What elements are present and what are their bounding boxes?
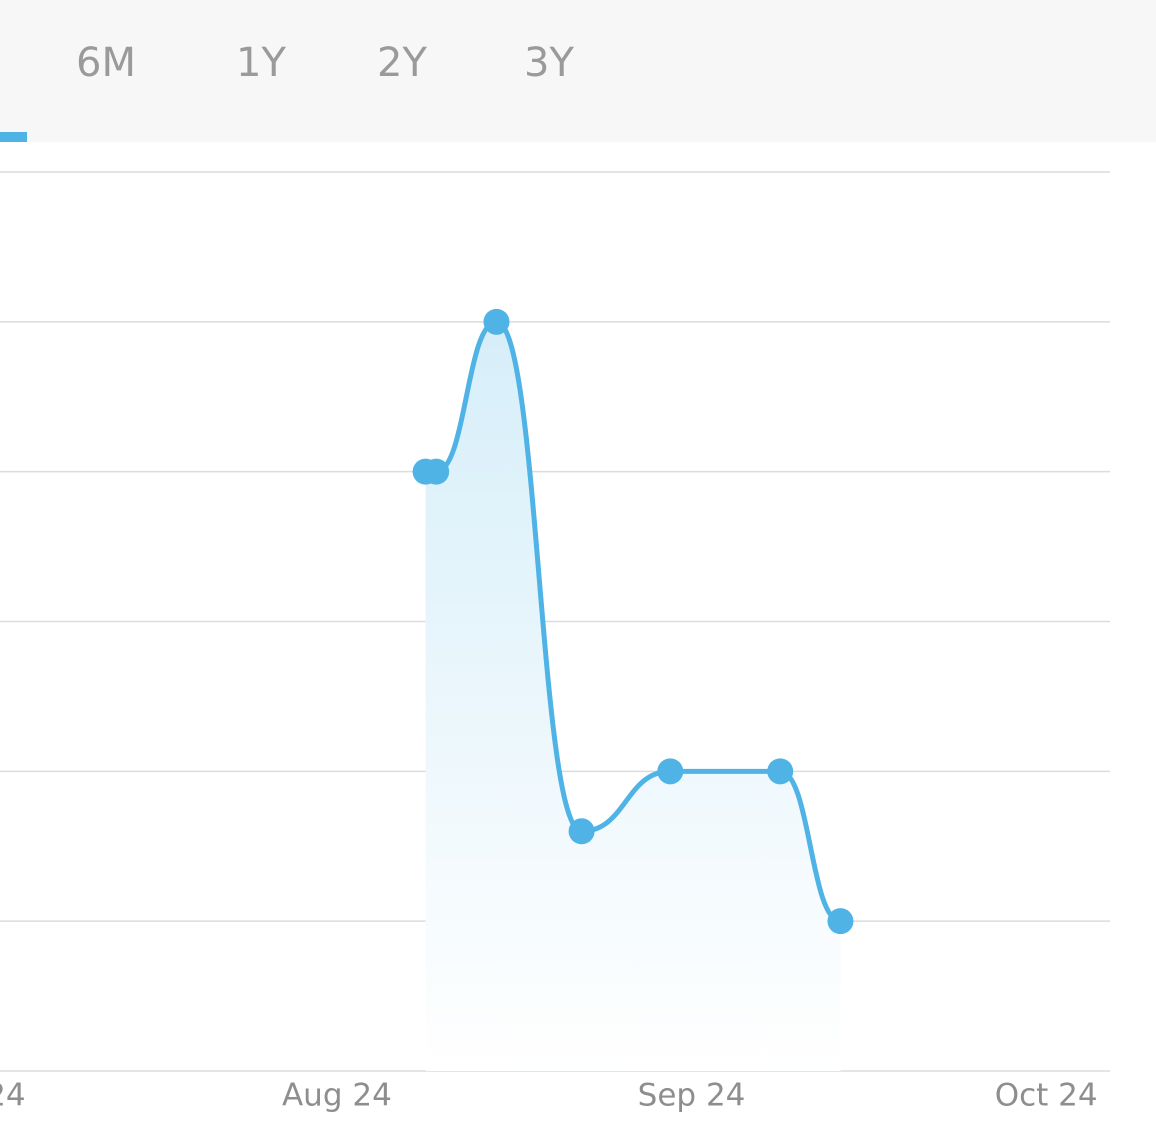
x-tick-label: Sep 24 <box>638 1078 746 1114</box>
point <box>827 908 854 935</box>
tab[interactable]: 1Y <box>236 40 286 86</box>
point <box>657 758 684 785</box>
tab[interactable]: 6M <box>76 40 136 86</box>
point <box>483 308 510 335</box>
tab[interactable]: 2Y <box>377 40 427 86</box>
tab-bar: 6M 1Y 2Y 3Y <box>0 0 1156 142</box>
x-tick-label: Jul 24 <box>0 1078 26 1114</box>
x-tick-label: Oct 24 <box>995 1078 1098 1114</box>
area <box>425 321 841 1071</box>
tab[interactable]: 3Y <box>524 40 574 86</box>
x-tick-label: Aug 24 <box>282 1078 392 1114</box>
point <box>767 758 794 785</box>
point <box>568 818 595 845</box>
point <box>423 458 450 485</box>
tab-indicator <box>0 132 27 142</box>
